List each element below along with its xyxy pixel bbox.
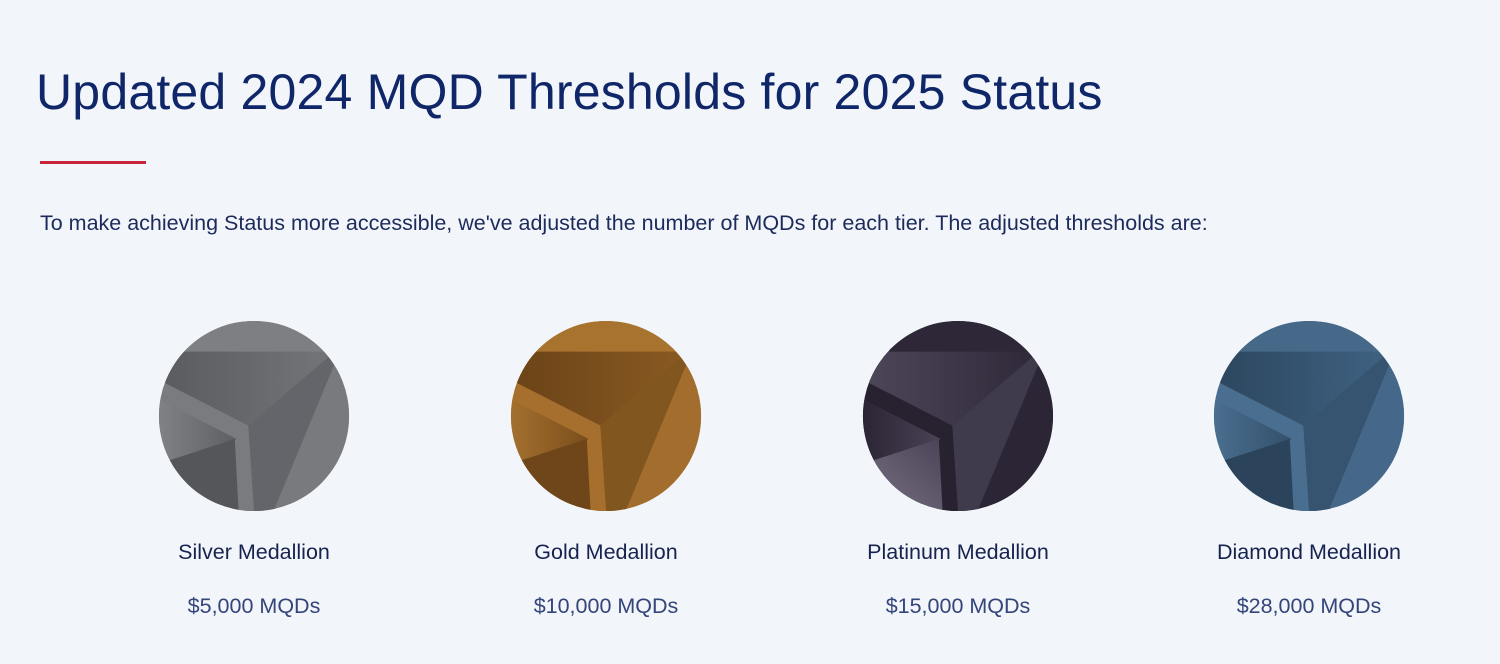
tier-gold: Gold Medallion $10,000 MQDs xyxy=(456,320,756,620)
gold-medallion-icon xyxy=(510,320,702,512)
title-accent-rule xyxy=(40,161,146,164)
tier-name: Silver Medallion xyxy=(178,540,330,564)
tier-amount: $28,000 MQDs xyxy=(1236,594,1382,618)
tier-platinum: Platinum Medallion $15,000 MQDs xyxy=(808,320,1108,620)
tier-amount: $10,000 MQDs xyxy=(533,594,679,618)
diamond-medallion-icon xyxy=(1213,320,1405,512)
platinum-medallion-icon xyxy=(862,320,1054,512)
tier-amount: $5,000 MQDs xyxy=(187,594,321,618)
intro-text: To make achieving Status more accessible… xyxy=(40,211,1208,235)
tier-name: Gold Medallion xyxy=(534,540,678,564)
silver-medallion-icon xyxy=(158,320,350,512)
tier-silver: Silver Medallion $5,000 MQDs xyxy=(104,320,404,620)
tier-amount: $15,000 MQDs xyxy=(885,594,1031,618)
page-title: Updated 2024 MQD Thresholds for 2025 Sta… xyxy=(36,64,1103,120)
tier-name: Diamond Medallion xyxy=(1216,540,1402,564)
tier-diamond: Diamond Medallion $28,000 MQDs xyxy=(1159,320,1459,620)
tier-name: Platinum Medallion xyxy=(867,540,1049,564)
